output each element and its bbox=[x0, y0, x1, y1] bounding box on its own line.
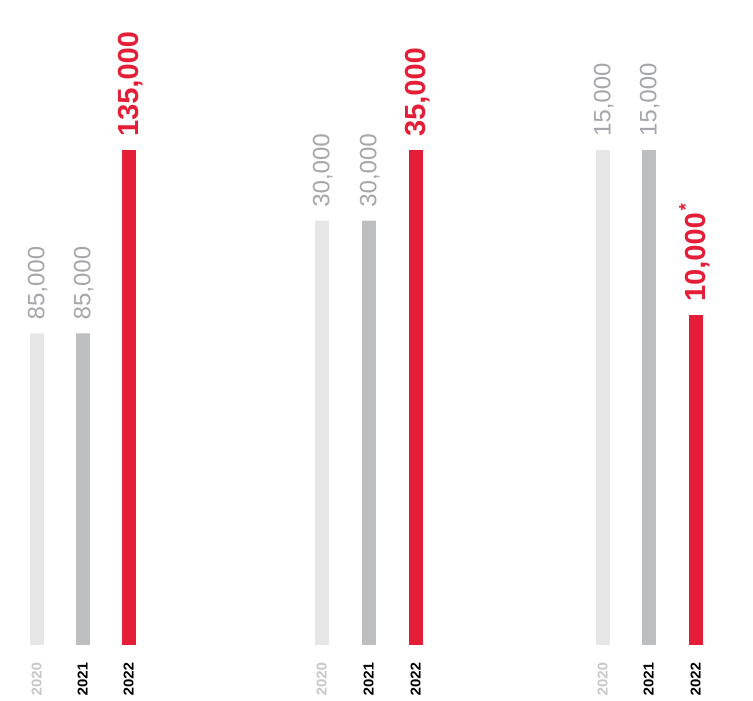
chart-group-1: 2020 85,000 2021 85,000 2022 135,000 bbox=[24, 31, 146, 695]
value-label: 135,000 bbox=[113, 31, 145, 136]
bar-2022 bbox=[689, 315, 703, 645]
footnote-mark: * bbox=[676, 203, 696, 210]
year-label: 2020 bbox=[595, 662, 612, 695]
year-label: 2022 bbox=[121, 662, 138, 695]
year-label: 2022 bbox=[408, 662, 425, 695]
value-label: 85,000 bbox=[70, 246, 97, 319]
value-label: 85,000 bbox=[24, 246, 51, 319]
year-label: 2021 bbox=[361, 662, 378, 695]
bar-2022 bbox=[409, 150, 423, 645]
value-label: 15,000 bbox=[636, 63, 663, 136]
year-label: 2020 bbox=[29, 662, 46, 695]
value-label: 15,000 bbox=[590, 63, 617, 136]
year-label: 2020 bbox=[314, 662, 331, 695]
bar-2021 bbox=[76, 333, 90, 645]
bar-2021 bbox=[642, 150, 656, 645]
value-label: 30,000 bbox=[309, 133, 336, 206]
year-label: 2021 bbox=[75, 662, 92, 695]
value-label: 10,000 bbox=[680, 212, 712, 301]
bar-2022 bbox=[122, 150, 136, 645]
value-label: 35,000 bbox=[400, 47, 432, 136]
bar-2021 bbox=[362, 220, 376, 645]
value-label: 30,000 bbox=[356, 133, 383, 206]
bar-2020 bbox=[596, 150, 610, 645]
chart-group-3: 2020 15,000 2021 15,000 2022 10,000 * bbox=[590, 63, 713, 696]
bar-2020 bbox=[315, 220, 329, 645]
bar-2020 bbox=[30, 333, 44, 645]
year-label: 2021 bbox=[641, 662, 658, 695]
chart-group-2: 2020 30,000 2021 30,000 2022 35,000 bbox=[309, 47, 433, 695]
year-label: 2022 bbox=[688, 662, 705, 695]
